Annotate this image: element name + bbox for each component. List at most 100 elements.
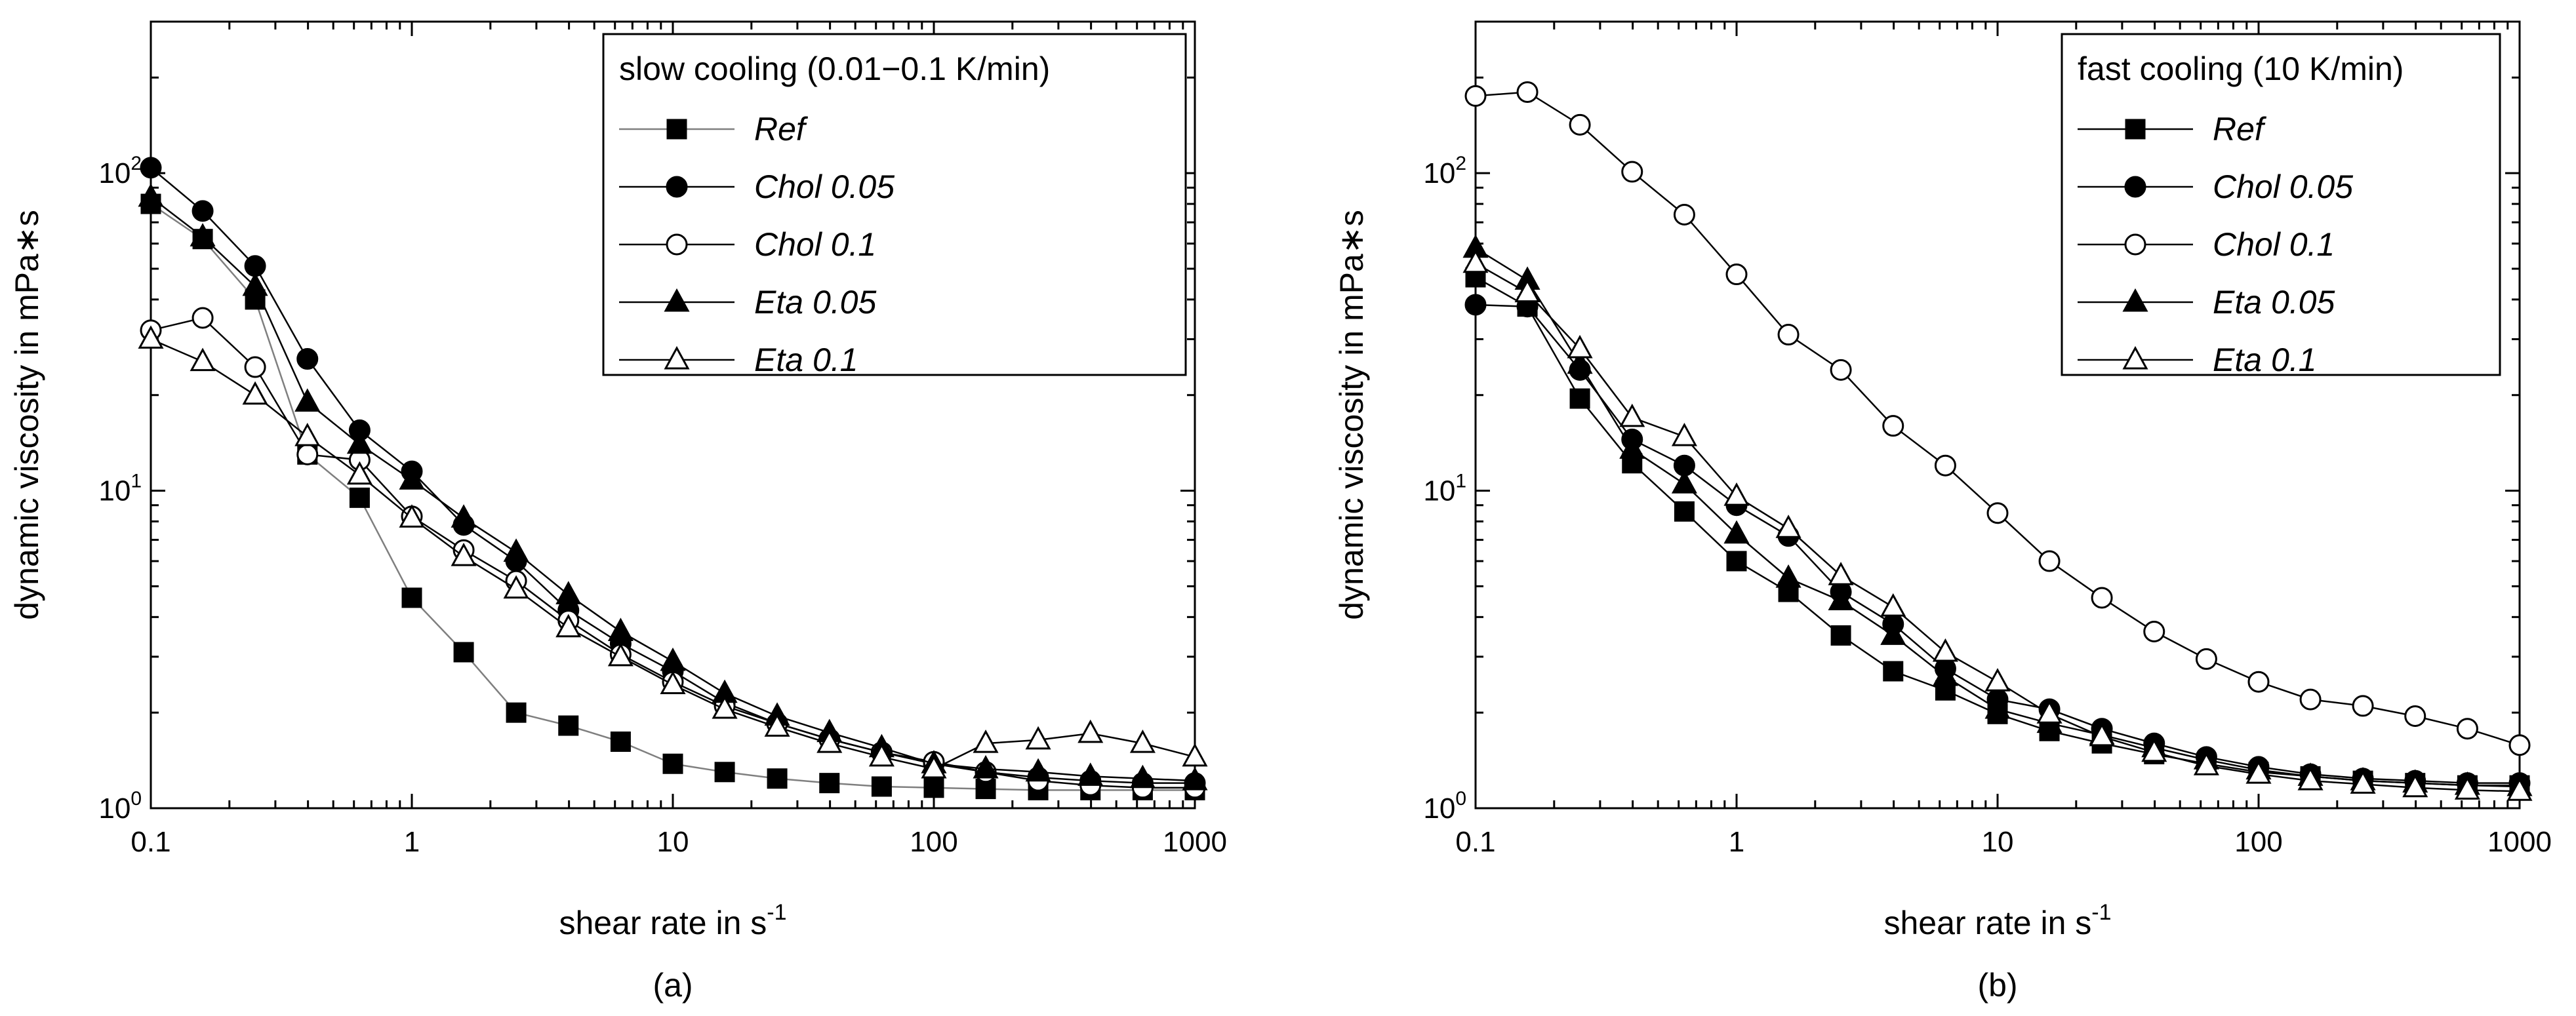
data-point (346, 461, 372, 485)
x-tick-label: 1 (1729, 826, 1744, 858)
data-point (1025, 726, 1051, 750)
data-point (2195, 648, 2217, 670)
data-point (242, 272, 268, 296)
panel-a: 0.1 1 10 100 1000 100 101 102 shear rate in s-1 d… (9, 20, 1227, 1004)
data-point (2454, 776, 2480, 800)
data-point (191, 307, 214, 329)
legend-item: Chol 0.05 (2078, 168, 2353, 205)
data-point (296, 443, 319, 465)
data-point (1723, 520, 1750, 544)
y-axis-label: dynamic viscosity in mPa∗s (9, 210, 45, 619)
legend-label: Eta 0.05 (754, 284, 876, 321)
data-point (1077, 719, 1104, 743)
data-point (1830, 359, 1852, 381)
data-point (1673, 203, 1695, 225)
data-point (1880, 621, 1906, 645)
legend-box (2061, 33, 2501, 376)
data-point (1182, 743, 1208, 767)
y-tick-label: 101 (98, 471, 142, 507)
data-point (555, 614, 582, 638)
data-point (451, 504, 477, 528)
data-point (1129, 764, 1156, 789)
legend-marker (2124, 233, 2146, 256)
legend-item: Chol 0.1 (2078, 226, 2335, 263)
x-tick-label: 0.1 (1455, 826, 1495, 858)
legend-marker (664, 288, 690, 312)
data-point (2247, 671, 2270, 693)
data-point (660, 671, 686, 694)
data-point (1934, 454, 1956, 477)
legend-label: Eta 0.1 (2213, 342, 2316, 378)
legend-marker (2125, 119, 2146, 140)
data-point (973, 729, 999, 753)
data-point (2352, 695, 2374, 717)
data-point (1986, 502, 2009, 524)
legend-marker (2122, 288, 2148, 312)
data-point (1129, 729, 1156, 753)
legend: slow cooling (0.01−0.1 K/min) Ref Chol 0.0… (602, 33, 1187, 378)
data-point (555, 581, 582, 604)
data-point (2036, 700, 2063, 724)
y-tick-label: 102 (1423, 153, 1466, 189)
data-point (1621, 161, 1643, 183)
y-tick-label: 102 (98, 153, 142, 189)
data-point (190, 347, 216, 372)
x-tick-label: 1000 (2487, 826, 2552, 858)
legend-box (602, 33, 1187, 376)
data-point (453, 642, 474, 663)
legend-marker (664, 345, 690, 370)
data-point (819, 773, 840, 794)
data-point (503, 538, 529, 562)
legend-label: Chol 0.1 (2213, 226, 2335, 263)
data-point (558, 715, 579, 736)
data-point (2299, 688, 2322, 711)
data-point (1984, 695, 2011, 719)
data-point (349, 487, 370, 508)
x-tick-label: 1000 (1163, 826, 1227, 858)
data-point (1984, 668, 2011, 692)
data-point (1775, 564, 1801, 588)
data-point (1932, 662, 1958, 686)
data-point (244, 356, 266, 378)
series-chol-0-1 (140, 307, 1206, 799)
data-point (503, 575, 529, 599)
legend-label: Ref (754, 111, 809, 147)
data-point (138, 325, 164, 349)
data-point (294, 422, 321, 446)
legend-item: Eta 0.1 (2078, 342, 2316, 378)
data-point (296, 348, 319, 370)
data-point (1725, 264, 1748, 286)
x-tick-label: 100 (910, 826, 957, 858)
data-point (138, 183, 164, 207)
legend-marker (666, 233, 688, 256)
data-point (1464, 85, 1487, 107)
data-point (190, 223, 216, 246)
data-point (712, 695, 738, 719)
data-point (662, 753, 683, 774)
data-point (923, 777, 944, 798)
x-tick-label: 10 (1982, 826, 2014, 858)
legend-label: Chol 0.1 (754, 226, 876, 263)
legend-label: Ref (2213, 111, 2267, 147)
data-point (2091, 587, 2113, 609)
series-chol-0-1 (1464, 81, 2531, 756)
panel-label: (a) (653, 967, 693, 1004)
data-point (1880, 593, 1906, 617)
legend-item: Ref (2078, 111, 2267, 147)
data-point (2193, 752, 2219, 775)
y-tick-label: 100 (1423, 788, 1466, 825)
x-tick-label: 10 (657, 826, 689, 858)
legend-label: Chol 0.05 (2213, 168, 2353, 205)
legend-marker (2122, 345, 2148, 370)
data-point (1723, 482, 1750, 506)
data-point (610, 732, 631, 752)
data-point (816, 729, 843, 753)
data-point (401, 587, 422, 608)
data-point (2297, 767, 2324, 791)
data-point (242, 381, 268, 405)
data-point (1569, 388, 1590, 409)
legend-marker (2124, 176, 2146, 198)
x-tick-label: 1 (404, 826, 420, 858)
legend-title: fast cooling (10 K/min) (2078, 50, 2404, 87)
